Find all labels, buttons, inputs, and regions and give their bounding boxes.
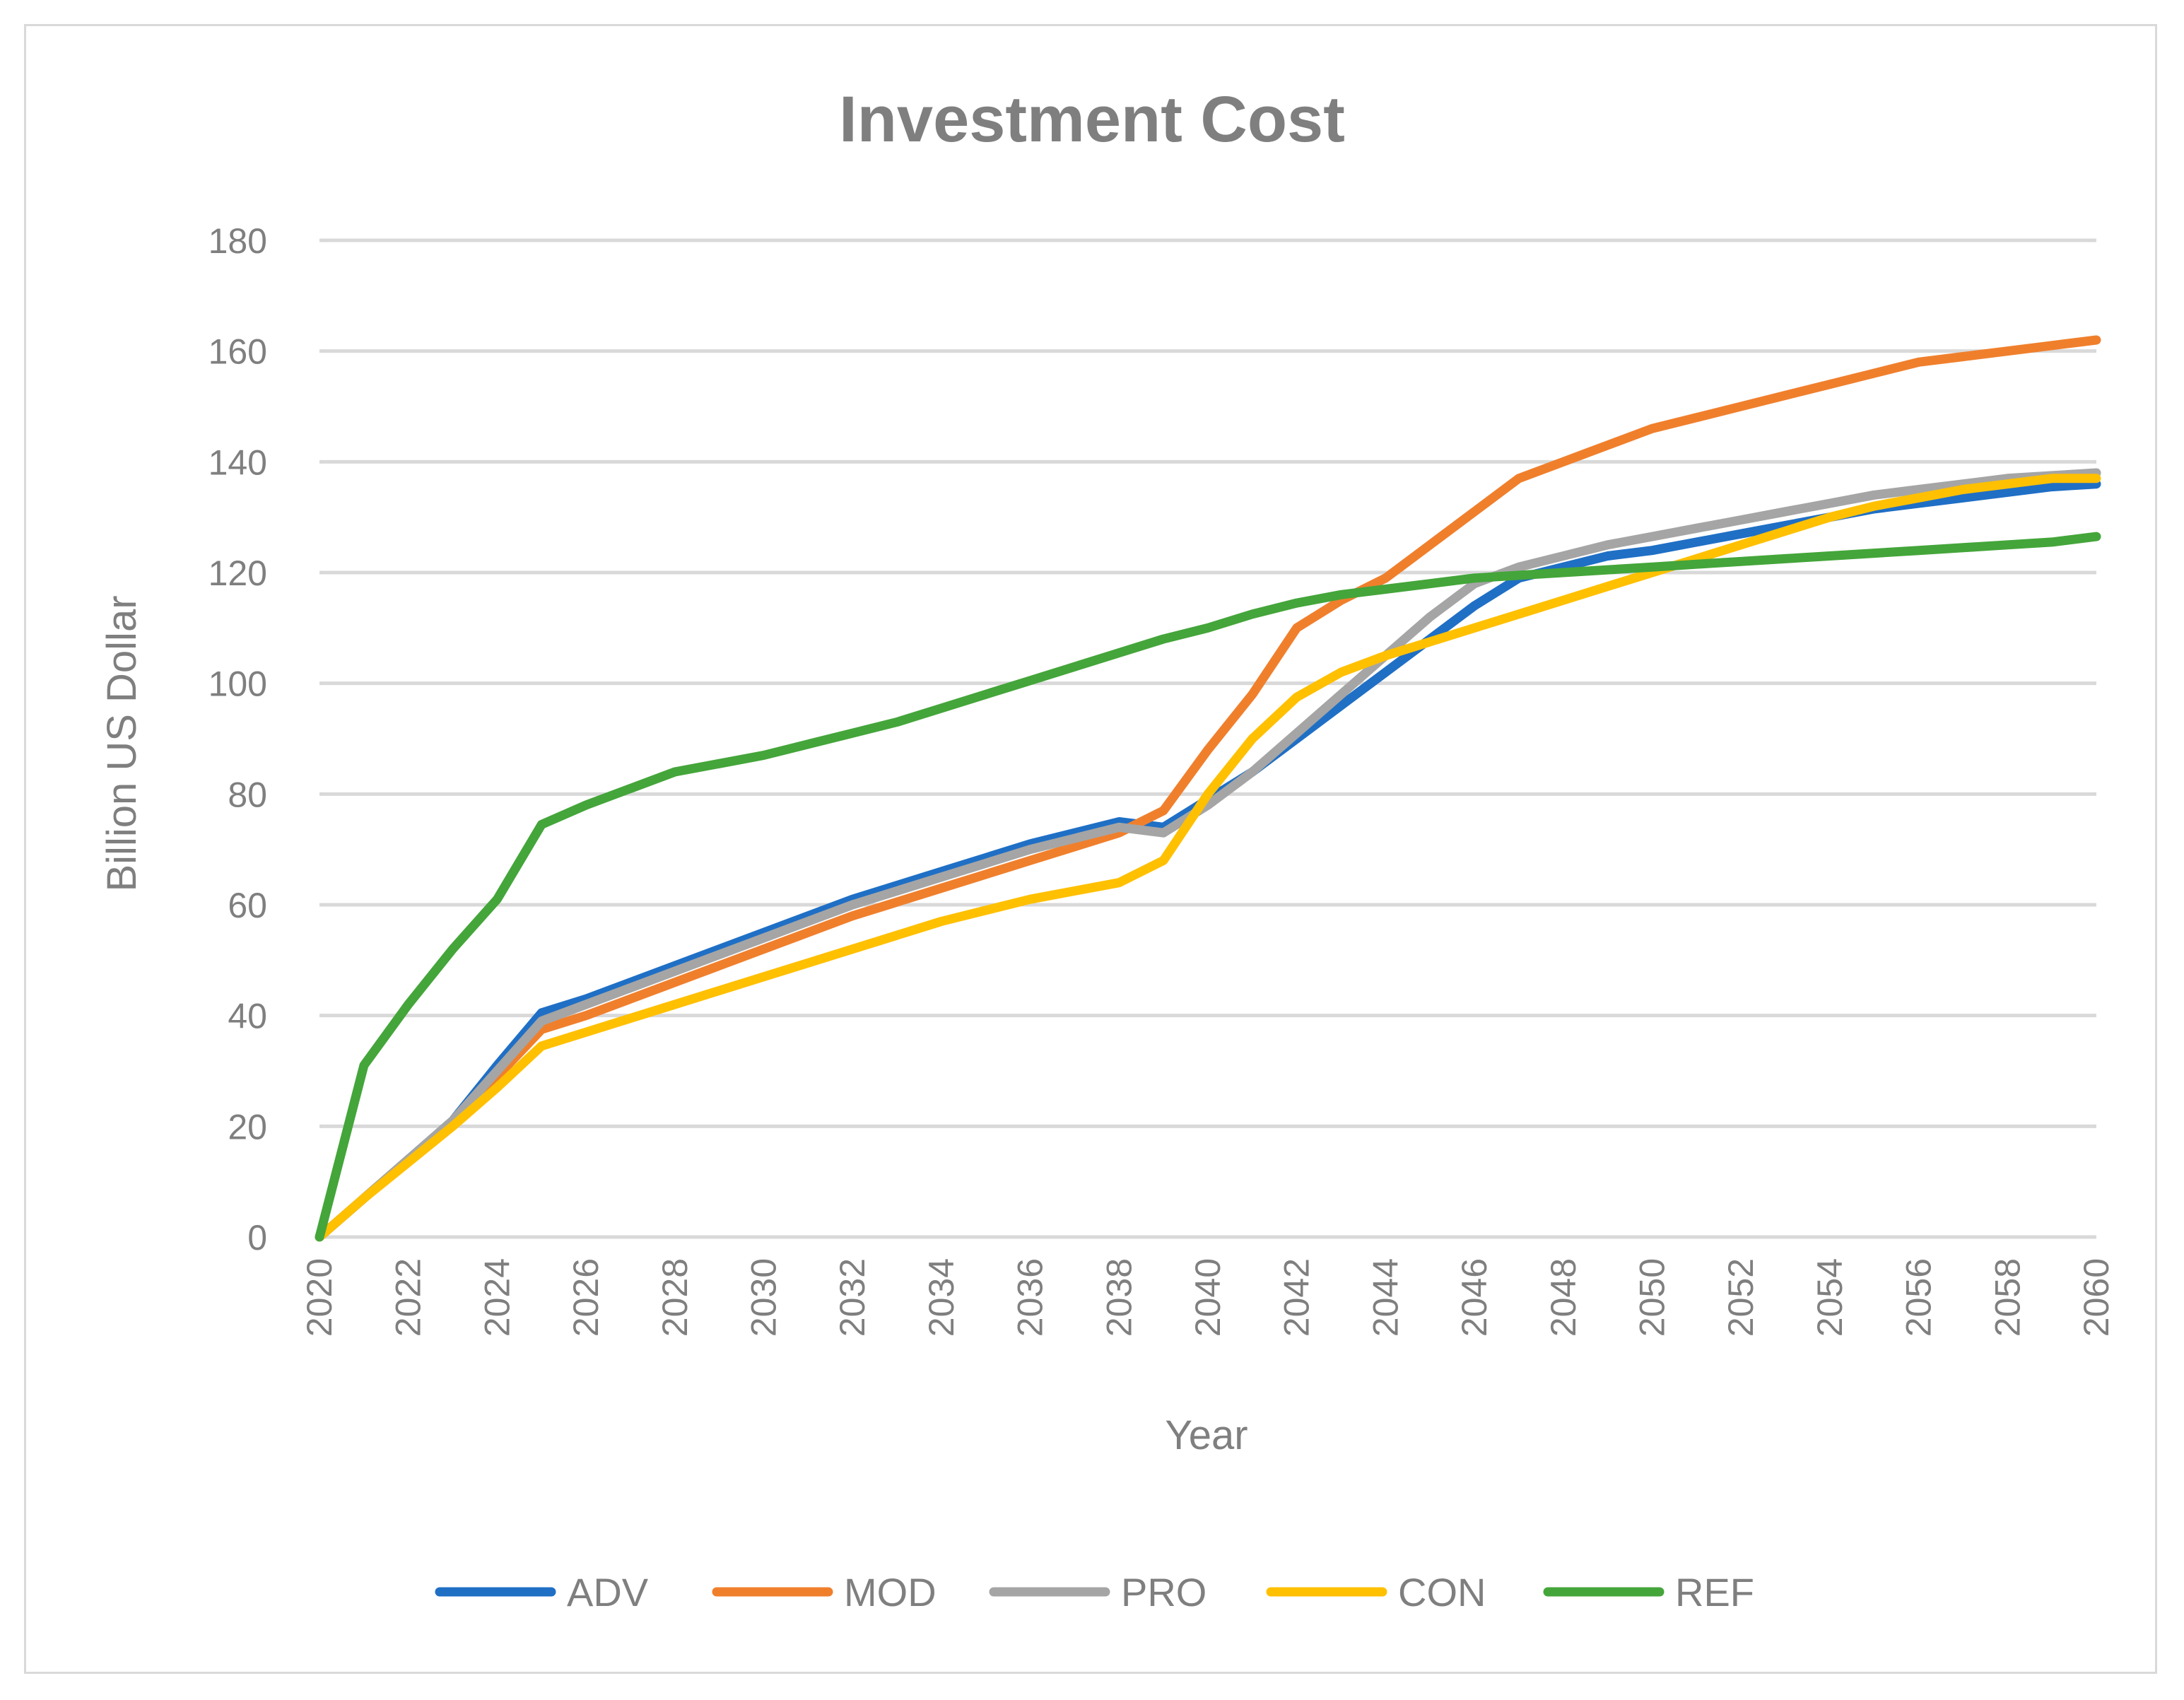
series-line-ref (315, 532, 2101, 1242)
x-tick-label: 2028 (655, 1258, 695, 1337)
x-tick-label: 2036 (1011, 1258, 1050, 1337)
y-axis-ticks: 0 20 40 60 80 100 120 140 160 180 (209, 221, 267, 1258)
x-tick-label: 2056 (1899, 1258, 1939, 1337)
y-tick-label: 40 (228, 997, 267, 1036)
chart-frame (24, 24, 2157, 1674)
y-tick-label: 120 (209, 553, 267, 593)
y-tick-label: 140 (209, 442, 267, 482)
x-tick-label: 2030 (744, 1258, 784, 1337)
x-tick-label: 2034 (922, 1258, 961, 1337)
y-axis-title: Billion US Dollar (99, 595, 145, 891)
series-line-adv (315, 479, 2101, 1242)
y-tick-label: 0 (247, 1218, 267, 1258)
y-tick-label: 60 (228, 886, 267, 925)
series-lines (315, 335, 2101, 1242)
x-tick-label: 2038 (1099, 1258, 1139, 1337)
series-line-pro (315, 468, 2101, 1242)
y-tick-label: 20 (228, 1107, 267, 1147)
x-tick-label: 2048 (1544, 1258, 1583, 1337)
legend-label-pro: PRO (1121, 1570, 1207, 1614)
y-tick-label: 180 (209, 221, 267, 261)
legend-label-ref: REF (1675, 1570, 1754, 1614)
x-tick-label: 2054 (1810, 1258, 1850, 1337)
x-tick-label: 2044 (1366, 1258, 1405, 1337)
x-tick-label: 2040 (1188, 1258, 1228, 1337)
x-tick-label: 2042 (1277, 1258, 1317, 1337)
legend-label-adv: ADV (567, 1570, 649, 1614)
x-tick-label: 2026 (566, 1258, 606, 1337)
chart-title: Investment Cost (839, 83, 1345, 156)
x-tick-label: 2060 (2077, 1258, 2116, 1337)
x-tick-label: 2050 (1633, 1258, 1672, 1337)
y-tick-label: 100 (209, 664, 267, 704)
y-tick-label: 160 (209, 332, 267, 372)
x-axis-title: Year (1165, 1412, 1247, 1458)
x-tick-label: 2046 (1455, 1258, 1494, 1337)
gridlines (319, 238, 2096, 1128)
legend-label-mod: MOD (844, 1570, 937, 1614)
x-tick-label: 2024 (477, 1258, 517, 1337)
x-axis-ticks: 2020 2022 2024 2026 2028 2030 2032 2034 2036 2038… (300, 1258, 2116, 1337)
y-tick-label: 80 (228, 775, 267, 814)
x-tick-label: 2058 (1988, 1258, 2027, 1337)
series-line-mod (315, 335, 2101, 1242)
series-line-con (315, 474, 2101, 1242)
legend-label-con: CON (1398, 1570, 1486, 1614)
legend: ADV MOD PRO CON REF (435, 1570, 1754, 1614)
x-tick-label: 2022 (389, 1258, 428, 1337)
x-tick-label: 2020 (300, 1258, 339, 1337)
x-tick-label: 2052 (1721, 1258, 1761, 1337)
x-tick-label: 2032 (833, 1258, 872, 1337)
